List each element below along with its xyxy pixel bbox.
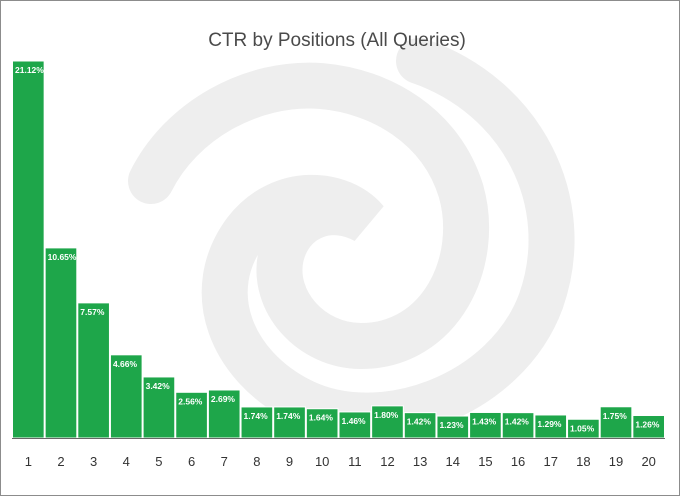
data-label-position-8: 1.74% xyxy=(244,411,269,421)
bar-position-5 xyxy=(142,376,176,439)
x-tick-label-2: 2 xyxy=(57,454,64,469)
x-tick-label-6: 6 xyxy=(188,454,195,469)
data-label-position-9: 1.74% xyxy=(276,411,301,421)
x-tick-label-16: 16 xyxy=(511,454,525,469)
data-label-position-5: 3.42% xyxy=(146,381,171,391)
data-label-position-20: 1.26% xyxy=(635,420,660,430)
data-label-position-17: 1.29% xyxy=(537,419,562,429)
x-tick-label-13: 13 xyxy=(413,454,427,469)
bar-position-13 xyxy=(403,412,437,439)
x-tick-label-17: 17 xyxy=(543,454,557,469)
data-label-position-7: 2.69% xyxy=(211,394,236,404)
data-label-position-19: 1.75% xyxy=(603,411,628,421)
x-tick-label-8: 8 xyxy=(253,454,260,469)
data-label-position-3: 7.57% xyxy=(80,307,105,317)
data-label-position-4: 4.66% xyxy=(113,359,138,369)
data-label-position-6: 2.56% xyxy=(178,396,203,406)
data-label-position-18: 1.05% xyxy=(570,423,595,433)
bar-position-19 xyxy=(599,406,633,439)
bar-position-3 xyxy=(77,302,110,439)
x-tick-label-3: 3 xyxy=(90,454,97,469)
x-tick-label-20: 20 xyxy=(641,454,655,469)
data-label-position-14: 1.23% xyxy=(439,420,464,430)
x-tick-label-10: 10 xyxy=(315,454,329,469)
x-tick-label-9: 9 xyxy=(286,454,293,469)
data-label-position-15: 1.43% xyxy=(472,416,497,426)
bar-position-1 xyxy=(12,60,45,439)
watermark-swirl-logo xyxy=(128,38,575,439)
x-tick-label-15: 15 xyxy=(478,454,492,469)
data-label-position-13: 1.42% xyxy=(407,417,432,427)
x-tick-label-14: 14 xyxy=(446,454,460,469)
x-tick-label-11: 11 xyxy=(348,454,362,469)
x-tick-label-4: 4 xyxy=(123,454,130,469)
bar-position-7 xyxy=(207,389,241,439)
x-tick-label-19: 19 xyxy=(609,454,623,469)
data-label-position-2: 10.65% xyxy=(48,252,77,262)
chart-title: CTR by Positions (All Queries) xyxy=(208,30,466,51)
bar-position-2 xyxy=(44,247,78,439)
data-label-position-12: 1.80% xyxy=(374,410,399,420)
bar-position-16 xyxy=(501,412,535,439)
bar-position-9 xyxy=(273,406,306,439)
x-tick-label-7: 7 xyxy=(221,454,228,469)
x-tick-label-12: 12 xyxy=(380,454,394,469)
x-tick-label-18: 18 xyxy=(576,454,590,469)
bar-position-11 xyxy=(338,411,372,439)
x-tick-label-5: 5 xyxy=(155,454,162,469)
data-label-position-1: 21.12% xyxy=(15,65,44,75)
bar-position-4 xyxy=(109,354,143,439)
data-label-position-10: 1.64% xyxy=(309,413,334,423)
data-label-position-16: 1.42% xyxy=(505,417,530,427)
x-tick-label-1: 1 xyxy=(25,454,32,469)
data-label-position-11: 1.46% xyxy=(342,416,367,426)
